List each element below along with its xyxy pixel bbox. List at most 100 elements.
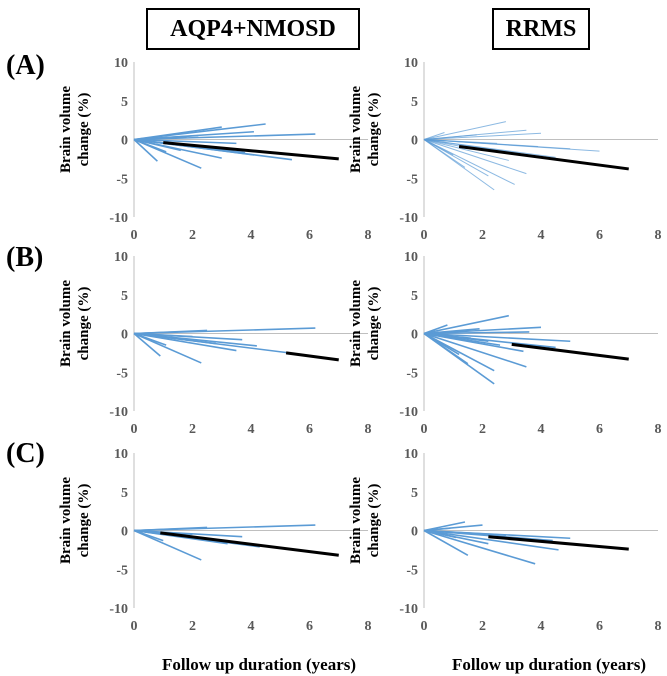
- y-tick-label: -10: [109, 405, 128, 420]
- subject-line: [133, 138, 158, 162]
- subject-line: [133, 138, 237, 145]
- y-tick-label: -5: [116, 366, 128, 381]
- y-tick-label: 10: [114, 447, 128, 462]
- column-header-aqp4-nmosd: AQP4+NMOSD: [146, 8, 360, 50]
- x-axis-label-right: Follow up duration (years): [451, 655, 647, 674]
- y-tick-label: 5: [411, 486, 418, 501]
- y-tick-label: -5: [116, 172, 128, 187]
- y-tick-label: -10: [109, 602, 128, 617]
- x-tick-label: 4: [248, 422, 255, 437]
- row-label-b: (B): [6, 242, 44, 273]
- y-tick-label: -5: [406, 563, 418, 578]
- y-tick-label: 10: [114, 250, 128, 265]
- subject-line: [423, 139, 539, 147]
- y-tick-label: 10: [404, 447, 418, 462]
- y-axis-label: Brain volume change (%): [348, 86, 382, 173]
- subject-line: [423, 139, 556, 158]
- y-tick-label: -10: [399, 602, 418, 617]
- x-tick-label: 6: [306, 228, 313, 243]
- y-axis-label: Brain volume change (%): [58, 280, 92, 367]
- y-axis-label: Brain volume change (%): [58, 477, 92, 564]
- y-tick-label: 0: [121, 328, 128, 343]
- y-axis-label: Brain volume change (%): [348, 280, 382, 367]
- x-tick-label: 6: [306, 619, 313, 634]
- subject-line: [423, 529, 457, 539]
- y-tick-label: 10: [404, 56, 418, 71]
- subject-line: [423, 331, 530, 335]
- subject-line: [423, 529, 536, 565]
- subject-line: [133, 332, 167, 346]
- x-tick-label: 2: [189, 619, 196, 634]
- x-tick-label: 8: [655, 422, 662, 437]
- x-tick-label: 2: [479, 619, 486, 634]
- subject-line: [133, 529, 164, 542]
- x-tick-label: 0: [421, 619, 428, 634]
- subject-line: [423, 139, 509, 161]
- subject-line: [423, 121, 507, 140]
- subject-line: [133, 136, 187, 141]
- x-tick-label: 8: [655, 619, 662, 634]
- y-tick-label: 5: [411, 95, 418, 110]
- x-tick-label: 2: [479, 422, 486, 437]
- subject-line: [423, 139, 454, 156]
- y-tick-label: 0: [411, 134, 418, 149]
- y-tick-label: -10: [399, 405, 418, 420]
- subject-line: [423, 132, 542, 140]
- x-tick-label: 6: [596, 422, 603, 437]
- mean-trend-line: [163, 141, 339, 161]
- y-tick-label: -5: [406, 172, 418, 187]
- subject-line: [133, 529, 202, 561]
- y-tick-label: -5: [116, 563, 128, 578]
- mean-trend-line: [511, 342, 629, 361]
- subject-line: [423, 529, 559, 551]
- x-tick-label: 0: [421, 228, 428, 243]
- mean-trend-line: [458, 144, 629, 171]
- y-tick-label: -5: [406, 366, 418, 381]
- subject-line: [133, 332, 290, 354]
- x-tick-label: 0: [131, 619, 138, 634]
- x-tick-label: 2: [189, 228, 196, 243]
- y-tick-label: 0: [411, 328, 418, 343]
- subject-line: [423, 139, 527, 175]
- y-tick-label: -10: [109, 211, 128, 226]
- mean-trend-line: [160, 531, 339, 557]
- x-tick-label: 0: [131, 422, 138, 437]
- y-tick-label: 0: [121, 525, 128, 540]
- row-label-c: (C): [6, 438, 45, 469]
- y-axis-label: Brain volume change (%): [348, 477, 382, 564]
- subject-line: [423, 132, 445, 140]
- x-tick-label: 8: [655, 228, 662, 243]
- x-tick-label: 0: [131, 228, 138, 243]
- x-tick-label: 4: [538, 422, 545, 437]
- y-tick-label: 5: [121, 95, 128, 110]
- column-header-rrms: RRMS: [492, 8, 590, 50]
- subject-line: [423, 139, 466, 168]
- row-label-a: (A): [6, 50, 45, 81]
- subject-line: [133, 332, 202, 364]
- subject-line: [423, 529, 553, 542]
- subject-line: [423, 332, 460, 356]
- subject-line: [133, 123, 266, 141]
- x-tick-label: 8: [365, 228, 372, 243]
- x-tick-label: 0: [421, 422, 428, 437]
- subject-line: [423, 332, 527, 368]
- subject-line: [133, 332, 193, 338]
- x-tick-label: 4: [248, 619, 255, 634]
- y-tick-label: 5: [121, 486, 128, 501]
- subject-line: [423, 529, 469, 556]
- mean-trend-line: [285, 351, 339, 362]
- y-tick-label: 0: [121, 134, 128, 149]
- y-tick-label: 5: [411, 289, 418, 304]
- x-tick-label: 6: [596, 619, 603, 634]
- y-tick-label: 0: [411, 525, 418, 540]
- x-tick-label: 2: [189, 422, 196, 437]
- y-tick-label: -10: [399, 211, 418, 226]
- subject-line: [133, 138, 167, 153]
- x-tick-label: 8: [365, 422, 372, 437]
- y-axis-label: Brain volume change (%): [58, 86, 92, 173]
- x-tick-label: 8: [365, 619, 372, 634]
- y-tick-label: 5: [121, 289, 128, 304]
- y-tick-label: 10: [114, 56, 128, 71]
- subject-line: [423, 324, 448, 335]
